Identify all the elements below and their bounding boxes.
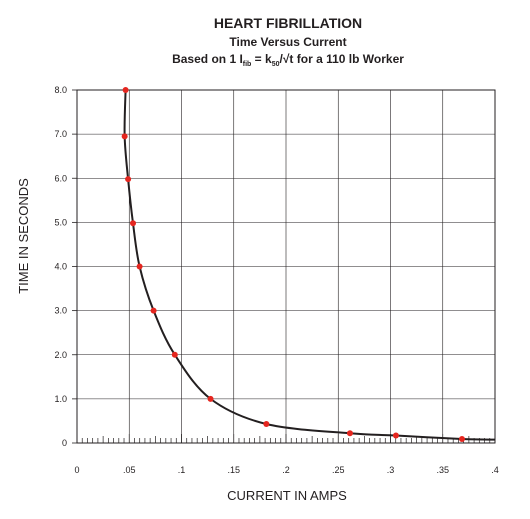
y-tick-label: 3.0 (54, 306, 67, 316)
x-tick-label: .2 (282, 465, 290, 475)
x-tick-labels: 0 .05 .1 .15 .2 .25 .3 .35 .4 (74, 465, 498, 475)
x-tick-label: 0 (74, 465, 79, 475)
data-point (121, 133, 128, 140)
data-point (171, 351, 178, 358)
y-tick-label: 6.0 (54, 173, 67, 183)
x-tick-label: .35 (436, 465, 449, 475)
series-line (123, 89, 496, 441)
data-point (207, 395, 214, 402)
chart-subtitle: Time Versus Current (229, 35, 346, 49)
data-point (130, 220, 137, 227)
y-tick-label: 2.0 (54, 350, 67, 360)
chart-formula: Based on 1 Ifib = k50/√t for a 110 lb Wo… (172, 52, 404, 68)
x-tick-label: .4 (491, 465, 499, 475)
x-tick-label: .15 (227, 465, 240, 475)
data-point (125, 176, 132, 183)
x-tick-label: .1 (178, 465, 186, 475)
x-tick-label: .25 (332, 465, 345, 475)
data-point (150, 307, 157, 314)
y-tick-labels: 0 1.0 2.0 3.0 4.0 5.0 6.0 7.0 8.0 (54, 85, 67, 448)
y-tick-label: 8.0 (54, 85, 67, 95)
data-point (122, 87, 129, 93)
grid (72, 89, 495, 444)
y-tick-label: 7.0 (54, 129, 67, 139)
y-tick-label: 1.0 (54, 394, 67, 404)
data-point (263, 421, 270, 428)
chart-title: HEART FIBRILLATION (214, 15, 362, 31)
y-tick-label: 0 (62, 438, 67, 448)
y-axis-title: TIME IN SECONDS (16, 178, 31, 294)
data-point (346, 430, 353, 437)
data-point (392, 432, 399, 439)
x-tick-label: .05 (123, 465, 136, 475)
data-point (136, 263, 143, 270)
x-tick-label: .3 (387, 465, 395, 475)
x-minor-ticks (76, 434, 496, 443)
data-markers (121, 87, 465, 443)
y-tick-label: 4.0 (54, 262, 67, 272)
x-axis-title: CURRENT IN AMPS (227, 488, 347, 503)
plot-frame (76, 89, 496, 444)
data-point (458, 436, 465, 443)
y-tick-label: 5.0 (54, 217, 67, 227)
